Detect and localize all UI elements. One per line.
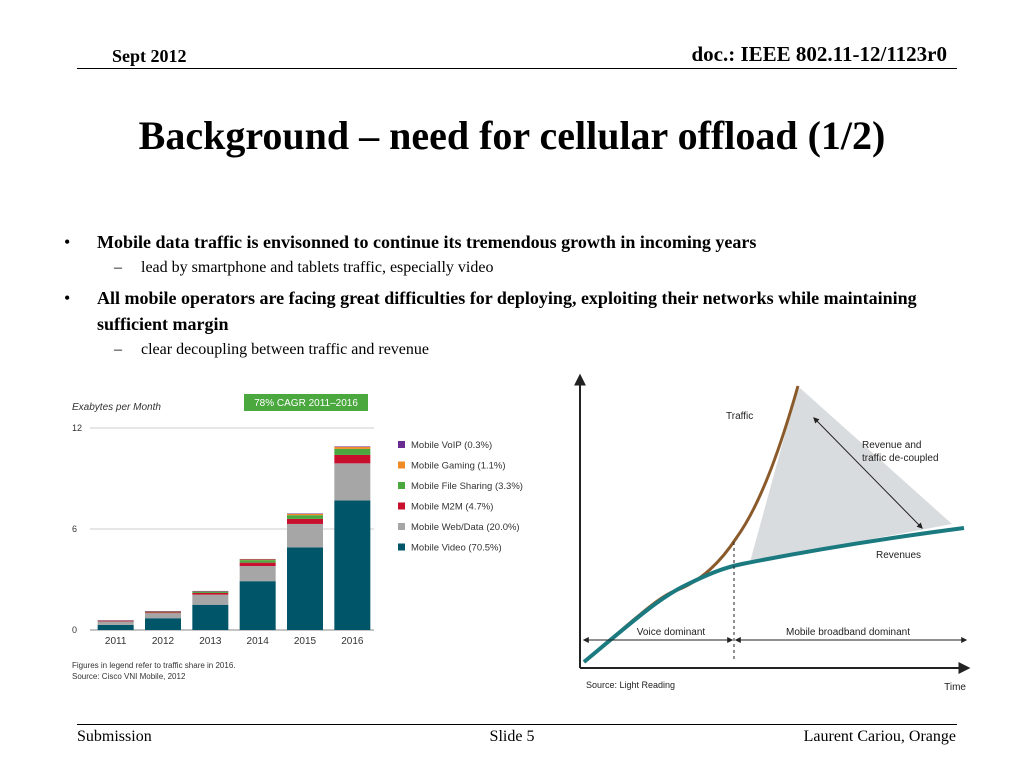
legend-entry: Mobile Gaming (1.1%) [411,461,506,472]
bars [97,446,371,630]
sub-bullet-1-text: lead by smartphone and tablets traffic, … [141,259,494,276]
legend-entry: Mobile M2M (4.7%) [411,502,493,513]
legend-swatch [398,441,405,448]
sub-bullet-2: – clear decoupling between traffic and r… [64,339,964,361]
bar-segment [145,611,181,613]
legend-swatch [398,482,405,489]
bar-segment [334,500,371,630]
revenue-line [582,526,965,664]
bar-segment [145,611,181,612]
x-tick-label: 2016 [341,636,364,647]
y-tick-label: 12 [72,423,82,433]
legend-swatch [398,461,405,469]
legend-swatch [398,543,405,551]
bullet-2: • All mobile operators are facing great … [64,285,964,337]
x-tick-label: 2013 [199,636,222,647]
bar-segment [287,513,323,516]
bar-segment [239,562,276,567]
bar-segment [239,560,276,563]
header-date: Sept 2012 [112,46,187,66]
bar-segment [287,518,323,524]
bullet-dot: • [64,232,71,252]
bar-segment [287,547,323,630]
cagr-badge-text: 78% CAGR 2011–2016 [254,398,358,409]
slide-title: Background – need for cellular offload (… [138,113,886,158]
broadband-dominant-label: Mobile broadband dominant [786,627,910,638]
bar-segment [192,594,229,605]
revenues-label: Revenues [876,550,921,561]
bar-segment [239,581,276,630]
sub-bullet-1: – lead by smartphone and tablets traffic… [64,257,964,279]
bar-segment [145,618,181,630]
y-tick-label: 0 [72,625,77,635]
bar-segment [192,591,229,593]
broadband-label-bg [784,624,912,638]
x-tick-labels: 2011 2012 2013 2014 2015 2016 [105,636,364,647]
sub-bullet-dash: – [114,341,122,358]
y-grid [90,427,374,631]
bar-segment [97,621,134,625]
sub-bullet-dash: – [114,259,122,276]
bar-segment [334,446,371,447]
legend-entry: Mobile File Sharing (3.3%) [411,481,523,492]
legend-entry: Mobile VoIP (0.3%) [411,440,492,451]
bar-segment [145,613,181,619]
footer-left: Submission [77,728,152,745]
chart-source: Source: Cisco VNI Mobile, 2012 [72,672,186,681]
sub-bullet-2-text: clear decoupling between traffic and rev… [141,341,429,358]
y-ticks: 0 6 12 [72,423,82,635]
bar-segment [239,558,276,560]
traffic-label: Traffic [726,411,753,422]
x-tick-label: 2015 [294,636,317,647]
bar-segment [192,592,229,595]
y-axis-label: Exabytes per Month [72,402,161,413]
x-tick-label: 2014 [247,636,270,647]
decoupling-arrow [813,417,923,529]
bar-segment [287,513,323,515]
x-tick-label: 2012 [152,636,175,647]
bar-segment [334,448,371,455]
legend-swatch [398,502,405,510]
bar-segment [97,621,134,622]
bullet-dot: • [64,288,71,308]
x-tick-label: 2011 [105,636,127,647]
header-rule [77,68,957,69]
bar-segment [192,590,229,592]
footer-author: Laurent Cariou, Orange [803,728,956,745]
bar-segment [334,454,371,464]
bar-segment [334,446,371,449]
bullet-1-text: Mobile data traffic is envisonned to con… [97,232,757,252]
cagr-badge [244,394,368,411]
bar-segment [192,604,229,630]
chart-note: Figures in legend refer to traffic share… [72,661,236,670]
bar-segment [239,566,276,582]
y-tick-label: 6 [72,524,77,534]
legend: Mobile VoIP (0.3%) Mobile Gaming (1.1%) Mo… [398,440,523,554]
legend-entry: Mobile Video (70.5%) [411,543,502,554]
traffic-bar-chart: Exabytes per Month 78% CAGR 2011–2016 0 6… [72,394,523,681]
bar-segment [97,624,134,630]
bullet-2-text: All mobile operators are facing great di… [97,288,917,334]
decoupled-label-1: Revenue and [862,440,922,451]
voice-label-bg [634,624,708,638]
bar-segment [97,620,134,621]
decoupling-area [750,388,952,562]
bar-segment [239,559,276,561]
bar-segment [145,612,181,614]
decoupled-label-2: traffic de-coupled [862,453,939,464]
legend-swatch [398,523,405,530]
footer-rule [77,724,957,725]
bar-segment [287,515,323,519]
bullet-1: • Mobile data traffic is envisonned to c… [64,229,964,255]
footer-slide-number: Slide 5 [489,728,535,745]
diagram-source: Source: Light Reading [586,680,675,690]
legend-entry: Mobile Web/Data (20.0%) [411,522,520,533]
header-doc-id: doc.: IEEE 802.11-12/1123r0 [691,42,947,66]
traffic-revenue-chart: Traffic Revenue and traffic de-coupled R… [574,373,971,693]
voice-dominant-label: Voice dominant [637,627,706,638]
bar-segment [287,523,323,548]
x-axis-label: Time [944,682,966,693]
bar-segment [334,463,371,501]
bullet-list: • Mobile data traffic is envisonned to c… [64,229,964,367]
